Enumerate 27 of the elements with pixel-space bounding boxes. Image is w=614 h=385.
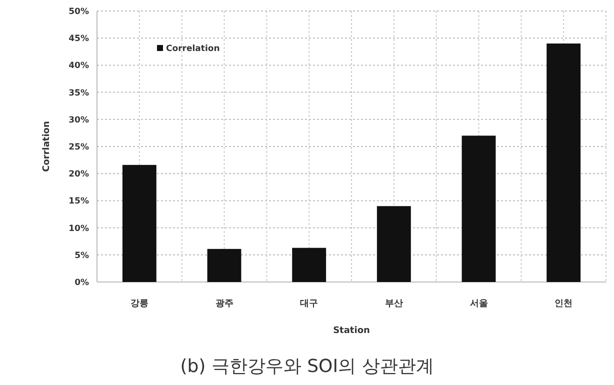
y-tick-label: 35%	[68, 88, 90, 98]
y-tick-label: 30%	[68, 115, 90, 126]
y-tick-label: 5%	[74, 250, 90, 261]
y-tick-label: 40%	[68, 61, 90, 72]
y-tick-label: 0%	[74, 278, 90, 288]
y-tick-label: 50%	[68, 7, 90, 17]
x-tick-label: 부산	[384, 299, 403, 309]
text: (b) 극한강우와 SOI의 상관관계	[180, 356, 434, 377]
bar	[546, 44, 581, 282]
bar	[462, 136, 496, 282]
y-tick-label: 45%	[68, 34, 90, 44]
x-tick-label: 광주	[215, 299, 234, 309]
bar	[122, 164, 156, 282]
bar	[292, 248, 326, 282]
x-tick-label: 대구	[300, 299, 318, 309]
bar	[376, 206, 411, 282]
legend: Correlation	[157, 44, 220, 54]
y-axis-title: Corrlation	[42, 121, 52, 172]
x-axis-title: Station	[333, 326, 370, 336]
x-tick-label: 강릉	[130, 299, 148, 309]
y-tick-label: 25%	[68, 142, 90, 152]
y-tick-label: 20%	[68, 170, 90, 180]
y-tick-label: 15%	[68, 196, 90, 207]
y-tick-label: 10%	[68, 224, 90, 234]
x-tick-label: 인천	[554, 299, 573, 309]
bar	[207, 248, 242, 282]
x-tick-label: 서울	[470, 299, 488, 309]
